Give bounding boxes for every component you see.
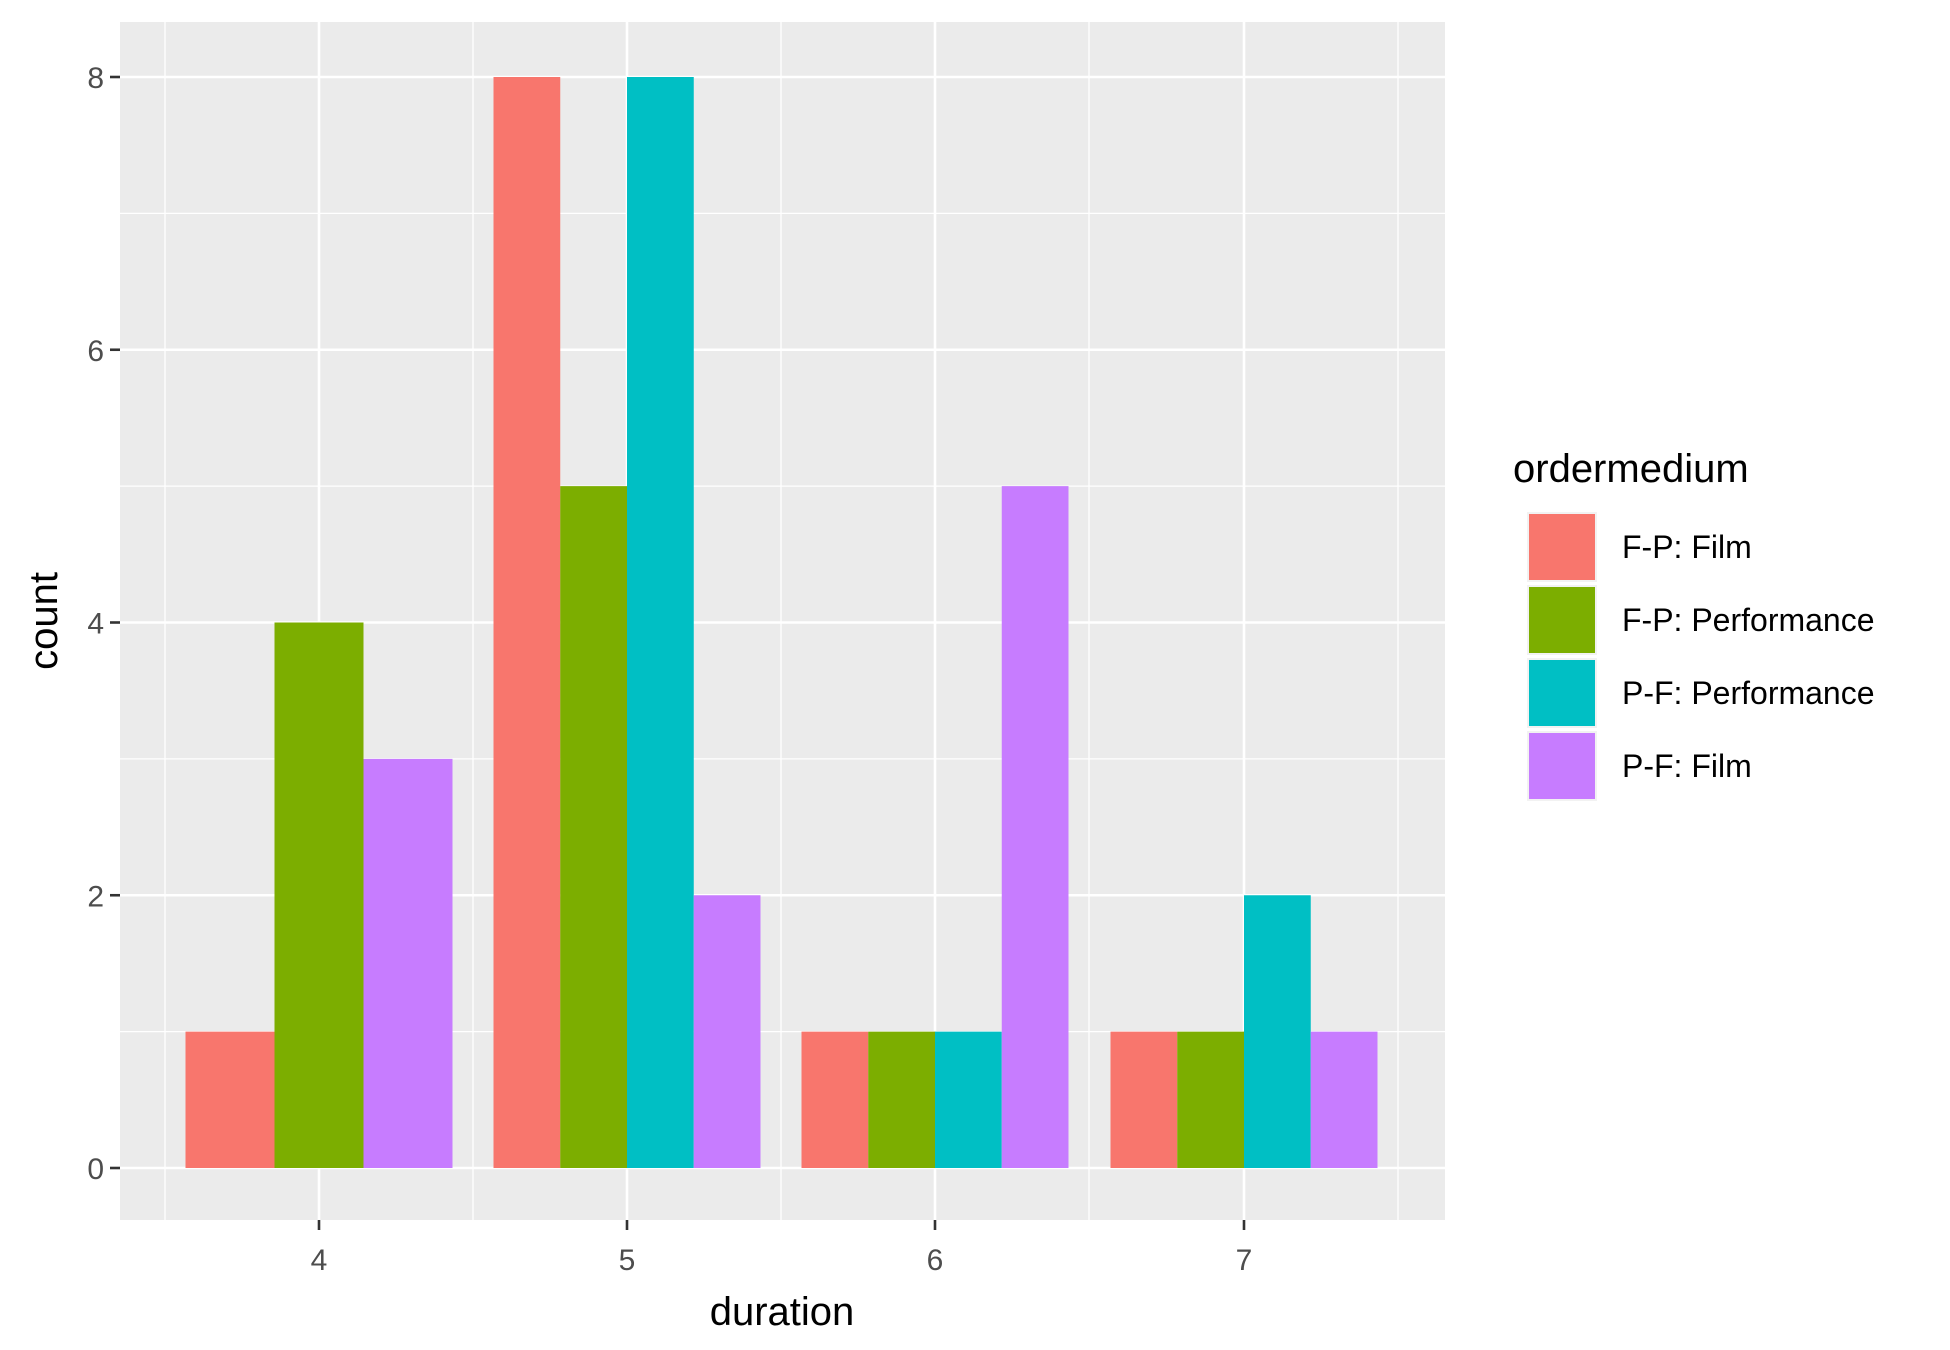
legend-item-label: F-P: Performance — [1622, 602, 1875, 638]
x-tick-label: 4 — [311, 1244, 328, 1277]
bar — [1110, 1031, 1178, 1168]
x-axis-title: duration — [710, 1290, 855, 1334]
x-tick-label: 7 — [1236, 1244, 1253, 1277]
bars — [185, 77, 1378, 1168]
bar — [801, 1031, 869, 1168]
legend-key-swatch — [1529, 660, 1595, 726]
legend-title: ordermedium — [1513, 447, 1749, 491]
bar — [1244, 895, 1311, 1168]
bar — [363, 758, 453, 1168]
legend: ordermedium F-P: Film F-P: Performance P-F… — [1513, 447, 1875, 801]
x-tick-label: 5 — [619, 1244, 636, 1277]
bar — [868, 1031, 935, 1168]
legend-items: F-P: Film F-P: Performance P-F: Performanc… — [1527, 512, 1875, 801]
bar — [185, 1031, 275, 1168]
bar — [1001, 486, 1069, 1168]
bar — [935, 1031, 1002, 1168]
x-axis: 4 5 6 7 — [311, 1220, 1253, 1277]
y-tick-label: 4 — [87, 608, 104, 641]
bar — [1310, 1031, 1378, 1168]
y-axis: 0 2 4 6 8 — [87, 62, 120, 1186]
legend-key-swatch — [1529, 733, 1595, 799]
bar — [693, 895, 761, 1168]
y-tick-label: 8 — [87, 62, 104, 95]
y-tick-label: 0 — [87, 1153, 104, 1186]
legend-key-swatch — [1529, 587, 1595, 653]
bar — [627, 77, 694, 1168]
bar — [560, 486, 627, 1168]
bar — [493, 77, 561, 1168]
legend-item-label: P-F: Performance — [1622, 675, 1875, 711]
y-tick-label: 6 — [87, 335, 104, 368]
bar — [1177, 1031, 1244, 1168]
legend-key-swatch — [1529, 514, 1595, 580]
legend-item-label: F-P: Film — [1622, 529, 1752, 565]
y-tick-label: 2 — [87, 880, 104, 913]
legend-item-label: P-F: Film — [1622, 748, 1752, 784]
y-axis-title: count — [22, 572, 66, 670]
bar — [274, 622, 364, 1168]
x-tick-label: 6 — [927, 1244, 944, 1277]
